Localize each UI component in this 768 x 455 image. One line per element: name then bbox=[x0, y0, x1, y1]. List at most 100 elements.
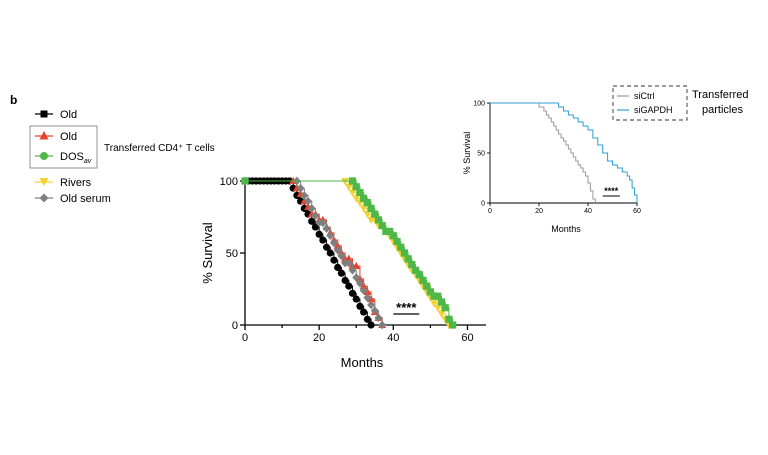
main-data-point bbox=[433, 304, 442, 312]
inset-series-line bbox=[490, 102, 596, 203]
main-axes: 0 20 40 60 0 50 100 bbox=[220, 176, 486, 344]
legend-label-rivers: Rivers bbox=[60, 177, 92, 189]
main-data-point bbox=[319, 236, 327, 244]
main-x-tick-label: 20 bbox=[313, 332, 325, 344]
legend-marker-square bbox=[40, 110, 48, 118]
main-data-point bbox=[344, 183, 353, 191]
main-data-point bbox=[341, 177, 350, 186]
inset-legend-label-sictrl: siCtrl bbox=[634, 91, 655, 101]
main-data-point bbox=[363, 199, 371, 207]
main-data-point bbox=[415, 271, 423, 279]
main-data-point bbox=[315, 230, 323, 238]
main-data-point bbox=[355, 278, 364, 288]
main-x-tick-label: 0 bbox=[242, 332, 248, 344]
main-data-point bbox=[430, 292, 438, 300]
main-y-tick-label: 0 bbox=[232, 320, 238, 332]
main-data-point bbox=[308, 217, 316, 225]
main-data-point bbox=[356, 302, 364, 310]
main-data-point bbox=[400, 249, 409, 257]
main-data-point bbox=[371, 210, 379, 218]
inset-legend-label-sigapdh: siGAPDH bbox=[634, 105, 673, 115]
main-series-rivers-2 bbox=[241, 177, 457, 330]
inset-x-tick-label: 60 bbox=[633, 208, 641, 215]
inset-series-line bbox=[490, 102, 638, 203]
main-data-point bbox=[367, 321, 375, 329]
main-data-point bbox=[434, 292, 442, 300]
main-data-point bbox=[437, 310, 446, 318]
main-data-point bbox=[363, 315, 371, 323]
inset-x-tick-label: 40 bbox=[584, 208, 592, 215]
main-series-old-serum-3 bbox=[241, 176, 387, 330]
main-data-point bbox=[326, 249, 334, 257]
main-data-point bbox=[423, 282, 431, 290]
inset-chart: 0 20 40 60 0 50 100 **** Months % Survival siC… bbox=[462, 85, 748, 234]
main-data-point bbox=[344, 254, 353, 262]
inset-legend-caption-2: particles bbox=[702, 104, 743, 116]
main-data-point bbox=[352, 295, 360, 303]
legend-group-box bbox=[29, 125, 98, 169]
main-data-point bbox=[334, 263, 342, 271]
main-data-point bbox=[311, 211, 320, 220]
main-data-point bbox=[337, 251, 346, 261]
inset-series-sigapdh-1 bbox=[490, 102, 638, 203]
legend-label-dos: DOS bbox=[60, 151, 84, 163]
legend-label-old: Old bbox=[60, 109, 77, 121]
main-data-point bbox=[386, 227, 394, 235]
inset-y-tick-label: 100 bbox=[473, 100, 485, 107]
main-data-point bbox=[360, 194, 368, 202]
main-data-point bbox=[296, 183, 305, 193]
legend-entry-dos: DOSav bbox=[35, 151, 92, 165]
legend-entry-old-serum: Old serum bbox=[35, 193, 111, 205]
panel-label: b bbox=[10, 93, 17, 107]
inset-y-tick-label: 50 bbox=[477, 150, 485, 157]
main-data-point bbox=[370, 306, 379, 315]
main-data-point bbox=[367, 204, 375, 212]
main-data-point bbox=[419, 276, 427, 284]
inset-x-tick-label: 0 bbox=[488, 208, 492, 215]
main-data-point bbox=[241, 177, 249, 185]
inset-legend-caption-1: Transferred bbox=[692, 89, 748, 101]
inset-series-sictrl-0 bbox=[490, 102, 596, 203]
main-data-point bbox=[382, 227, 390, 235]
main-data-point bbox=[449, 321, 457, 329]
main-data-point bbox=[348, 265, 357, 275]
main-data-point bbox=[352, 273, 361, 282]
main-data-point bbox=[311, 223, 320, 231]
main-data-point bbox=[322, 243, 331, 251]
main-y-tick-label: 100 bbox=[220, 176, 238, 188]
main-x-tick-label: 40 bbox=[387, 332, 399, 344]
main-data-point bbox=[363, 211, 372, 219]
legend-label-old-serum: Old serum bbox=[60, 193, 111, 205]
main-data-point bbox=[445, 315, 453, 323]
main-data-point bbox=[341, 276, 349, 284]
inset-y-tick-label: 0 bbox=[481, 200, 485, 207]
main-data-point bbox=[359, 205, 368, 213]
legend-marker-circle bbox=[40, 152, 48, 160]
main-data-point bbox=[426, 288, 434, 296]
main-data-point bbox=[333, 245, 342, 255]
main-series-dos-4 bbox=[241, 177, 457, 329]
main-data-point bbox=[374, 313, 383, 323]
main-data-point bbox=[411, 266, 420, 274]
legend-label-dos-sub: av bbox=[84, 158, 92, 165]
main-significance-label: **** bbox=[396, 300, 417, 315]
main-series-layer bbox=[241, 176, 457, 330]
inset-legend-box bbox=[612, 85, 688, 121]
legend-group-caption: Transferred CD4⁺ T cells bbox=[104, 143, 215, 154]
main-x-axis-label: Months bbox=[341, 355, 384, 370]
main-data-point bbox=[322, 224, 331, 233]
main-data-point bbox=[408, 260, 416, 269]
main-data-point bbox=[393, 237, 401, 246]
main-data-point bbox=[304, 196, 312, 206]
main-data-point bbox=[352, 261, 361, 270]
inset-axes: 0 20 40 60 0 50 100 bbox=[473, 100, 641, 215]
inset-significance-label: **** bbox=[604, 186, 619, 196]
main-data-point bbox=[348, 177, 357, 185]
main-data-point bbox=[318, 218, 327, 228]
main-y-tick-label: 50 bbox=[226, 248, 238, 260]
main-x-tick-label: 60 bbox=[461, 332, 473, 344]
main-data-point bbox=[330, 256, 338, 264]
main-data-point bbox=[356, 188, 364, 197]
main-y-axis-label: % Survival bbox=[200, 222, 215, 284]
